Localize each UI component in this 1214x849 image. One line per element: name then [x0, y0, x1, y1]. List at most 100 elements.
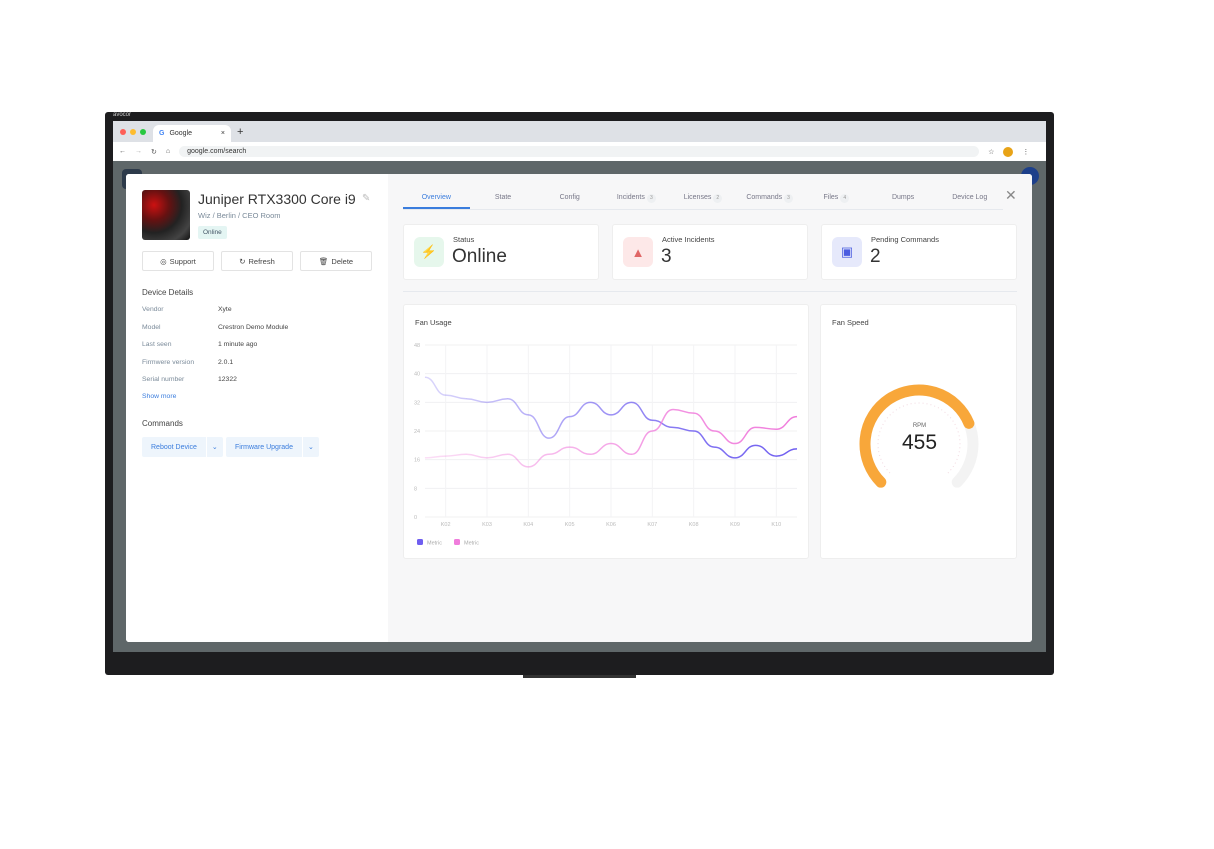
- browser-tab[interactable]: G Google ×: [153, 125, 231, 142]
- warning-icon: ▲: [623, 237, 653, 267]
- bolt-icon: ⚡: [414, 237, 444, 267]
- stat-card: ▲ Active Incidents 3: [612, 224, 808, 280]
- y-tick-label: 40: [414, 372, 420, 378]
- back-icon[interactable]: ←: [119, 148, 126, 155]
- x-tick-label: K09: [730, 522, 740, 528]
- close-icon[interactable]: ✕: [1005, 187, 1017, 203]
- x-tick-label: K03: [482, 522, 492, 528]
- fan-speed-title: Fan Speed: [832, 318, 869, 327]
- legend-swatch: [417, 539, 423, 545]
- detail-value: 2.0.1: [218, 358, 234, 366]
- tab-commands[interactable]: Commands 3: [736, 190, 803, 209]
- tab-incidents[interactable]: Incidents 3: [603, 190, 670, 209]
- status-badge: Online: [198, 226, 227, 239]
- support-button[interactable]: ◎ Support: [142, 251, 214, 271]
- new-tab-button[interactable]: +: [237, 126, 244, 138]
- device-details-heading: Device Details: [142, 288, 194, 297]
- delete-button[interactable]: 🗑 Delete: [300, 251, 372, 271]
- device-image: [142, 190, 190, 240]
- tab-label: Incidents: [616, 194, 645, 201]
- refresh-button[interactable]: ↻ Refresh: [221, 251, 293, 271]
- chevron-down-icon[interactable]: ⌄: [301, 437, 319, 457]
- bookmark-star-icon[interactable]: ☆: [988, 148, 995, 156]
- gauge-unit: RPM: [912, 423, 927, 429]
- detail-value: Xyte: [218, 306, 232, 313]
- firmware-upgrade-split-button[interactable]: Firmware Upgrade ⌄: [226, 437, 319, 457]
- monitor-brand: avocor: [113, 112, 132, 118]
- tab-label: Dumps: [891, 194, 915, 201]
- tab-device-log[interactable]: Device Log: [936, 190, 1003, 209]
- chevron-down-icon[interactable]: ⌄: [205, 437, 223, 457]
- monitor-stand: [523, 675, 636, 678]
- overview-panel: Overview State Config Incidents 3 Licenses 2…: [388, 174, 1032, 642]
- y-tick-label: 8: [414, 486, 417, 492]
- x-tick-label: K06: [606, 522, 616, 528]
- tab-overview[interactable]: Overview: [403, 190, 470, 209]
- y-tick-label: 24: [414, 429, 420, 435]
- fan-usage-chart: 0 8 16 24 32 40 48 K02 K03 K04 K05 K06 K07 K08 K09 K10 M…: [414, 343, 798, 547]
- trash-icon: 🗑: [318, 256, 329, 266]
- commands-heading: Commands: [142, 419, 183, 428]
- reboot-device-split-button[interactable]: Reboot Device ⌄: [142, 437, 223, 457]
- detail-label: Model: [142, 323, 161, 331]
- tab-count-badge: 3: [646, 194, 656, 203]
- detail-label: Serial number: [142, 376, 185, 383]
- tab-config[interactable]: Config: [536, 190, 603, 209]
- divider: [403, 291, 1017, 292]
- delete-label: Delete: [331, 256, 354, 266]
- tab-files[interactable]: Files 4: [803, 190, 870, 209]
- edit-pencil-icon[interactable]: ✎: [362, 193, 371, 204]
- x-tick-label: K02: [441, 522, 451, 528]
- google-icon: G: [159, 130, 165, 137]
- reload-icon[interactable]: ↻: [151, 148, 157, 156]
- profile-avatar[interactable]: [1003, 146, 1014, 157]
- y-tick-label: 0: [414, 515, 417, 521]
- refresh-icon: ↻: [239, 256, 246, 266]
- stat-card: ⚡ Status Online: [403, 224, 599, 280]
- refresh-label: Refresh: [248, 256, 275, 266]
- x-tick-label: K04: [523, 522, 533, 528]
- stat-value: Online: [452, 246, 507, 267]
- menu-icon[interactable]: ⋮: [1022, 148, 1030, 156]
- legend-swatch: [454, 539, 460, 545]
- tab-label: Commands: [746, 194, 783, 201]
- firmware-upgrade-button[interactable]: Firmware Upgrade: [235, 443, 293, 451]
- detail-label: Last seen: [142, 341, 172, 348]
- gauge-ticks: [877, 402, 961, 474]
- show-more-link[interactable]: Show more: [142, 393, 177, 400]
- forward-icon[interactable]: →: [135, 148, 142, 155]
- maximize-window-button[interactable]: [140, 129, 146, 135]
- tab-title: Google: [169, 130, 193, 137]
- tab-count-badge: 2: [713, 194, 723, 203]
- stat-value: 2: [870, 246, 881, 267]
- legend-label: Metric: [464, 541, 479, 547]
- stat-value: 3: [661, 246, 672, 267]
- tab-count-badge: 4: [840, 194, 850, 203]
- detail-label: Firmwere version: [142, 358, 195, 366]
- x-tick-label: K07: [647, 522, 657, 528]
- tab-count-badge: 3: [784, 194, 794, 203]
- detail-label: Vendor: [142, 306, 164, 313]
- tab-dumps[interactable]: Dumps: [870, 190, 937, 209]
- tab-state[interactable]: State: [470, 190, 537, 209]
- minimize-window-button[interactable]: [130, 129, 136, 135]
- legend-label: Metric: [427, 541, 442, 547]
- device-sidebar: Juniper RTX3300 Core i9 ✎ Wiz / Berlin /…: [126, 174, 388, 642]
- reboot-device-button[interactable]: Reboot Device: [151, 443, 197, 451]
- home-icon[interactable]: ⌂: [165, 148, 171, 155]
- tab-label: Files: [823, 194, 839, 201]
- device-name: Juniper RTX3300 Core i9: [198, 191, 356, 207]
- gauge-fill: [859, 384, 975, 488]
- gauge-value: 455: [901, 431, 938, 454]
- support-icon: ◎: [160, 256, 167, 266]
- url-input[interactable]: google.com/search: [179, 146, 980, 157]
- close-window-button[interactable]: [120, 129, 126, 135]
- close-tab-icon[interactable]: ×: [220, 130, 225, 137]
- browser-chrome: G Google × + ← → ↻ ⌂ google.com/search ☆…: [113, 121, 1046, 161]
- tab-bar: Overview State Config Incidents 3 Licenses 2…: [403, 190, 1003, 210]
- tab-label: State: [494, 194, 512, 201]
- fan-usage-title: Fan Usage: [415, 318, 452, 327]
- x-tick-label: K05: [565, 522, 575, 528]
- stat-label: Pending Commands: [871, 235, 939, 244]
- tab-licenses[interactable]: Licenses 2: [670, 190, 737, 209]
